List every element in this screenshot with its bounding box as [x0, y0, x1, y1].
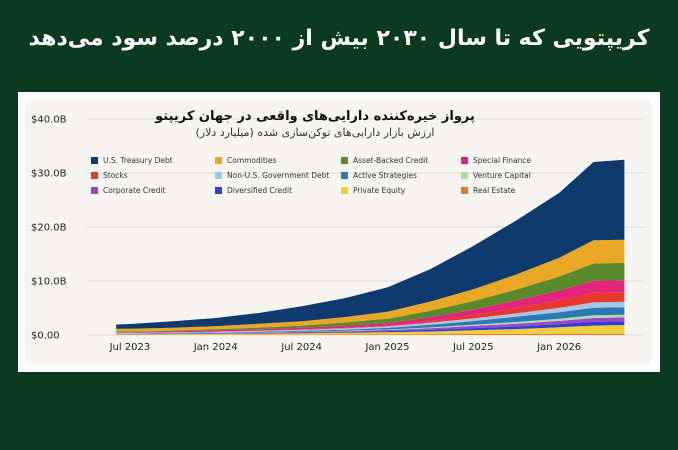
- legend-swatch-venture-capital: [461, 172, 468, 179]
- x-tick-label: Jan 2024: [193, 342, 238, 353]
- area-corporate-credit: [116, 317, 625, 334]
- legend-label-stocks: Stocks: [103, 171, 128, 180]
- area-stocks: [116, 292, 625, 333]
- legend-label-real-estate: Real Estate: [473, 186, 516, 195]
- headline: کریپتویی که تا سال ۲۰۳۰ بیش از ۲۰۰۰ درصد…: [28, 26, 650, 51]
- legend-swatch-corporate-credit: [91, 187, 98, 194]
- y-tick-label: $0.00: [31, 331, 60, 342]
- legend-label-non-u-s-government-debt: Non-U.S. Government Debt: [227, 171, 329, 180]
- legend-label-corporate-credit: Corporate Credit: [103, 186, 165, 195]
- y-tick-label: $10.0B: [31, 277, 67, 288]
- legend-swatch-diversified-credit: [215, 187, 222, 194]
- legend-label-u-s-treasury-debt: U.S. Treasury Debt: [103, 156, 173, 165]
- chart-card: $0.00 $10.0B $20.0B $30.0B $40.0B Jul 2023 Jan…: [25, 99, 653, 365]
- chart-subtitle: ارزش بازار دارایی‌های توکن‌سازی شده (میل…: [196, 126, 435, 139]
- y-tick-label: $30.0B: [31, 169, 67, 180]
- legend-swatch-non-u-s-government-debt: [215, 172, 222, 179]
- area-private-equity: [116, 325, 625, 335]
- area-diversified-credit: [116, 321, 625, 335]
- legend-swatch-stocks: [91, 172, 98, 179]
- legend-swatch-active-strategies: [341, 172, 348, 179]
- legend-label-diversified-credit: Diversified Credit: [227, 186, 292, 195]
- legend-label-venture-capital: Venture Capital: [473, 171, 531, 180]
- x-tick-label: Jul 2024: [280, 342, 322, 353]
- x-tick-label: Jan 2025: [364, 342, 409, 353]
- legend-swatch-real-estate: [461, 187, 468, 194]
- legend-label-active-strategies: Active Strategies: [353, 171, 417, 180]
- area-special-finance: [116, 280, 625, 333]
- legend-label-private-equity: Private Equity: [353, 186, 406, 195]
- y-tick-label: $20.0B: [31, 223, 67, 234]
- legend-swatch-private-equity: [341, 187, 348, 194]
- x-tick-label: Jul 2023: [109, 342, 151, 353]
- legend-swatch-asset-backed-credit: [341, 157, 348, 164]
- area-active-strategies: [116, 307, 625, 334]
- area-commodities: [116, 239, 625, 332]
- legend-label-commodities: Commodities: [227, 156, 277, 165]
- y-tick-label: $40.0B: [31, 115, 67, 126]
- legend-swatch-special-finance: [461, 157, 468, 164]
- area-u-s-treasury-debt: [116, 159, 625, 329]
- area-real-estate: [116, 333, 625, 335]
- legend-label-special-finance: Special Finance: [473, 156, 531, 165]
- chart-title: پرواز خیره‌کننده دارایی‌های واقعی در جها…: [154, 109, 475, 124]
- stacked-area-chart: $0.00 $10.0B $20.0B $30.0B $40.0B Jul 2023 Jan…: [31, 109, 645, 353]
- x-tick-label: Jul 2025: [452, 342, 494, 353]
- legend-label-asset-backed-credit: Asset-Backed Credit: [353, 156, 428, 165]
- x-tick-label: Jan 2026: [536, 342, 581, 353]
- legend-swatch-u-s-treasury-debt: [91, 157, 98, 164]
- area-asset-backed-credit: [116, 262, 625, 333]
- chart-panel: $0.00 $10.0B $20.0B $30.0B $40.0B Jul 2023 Jan…: [18, 92, 660, 372]
- legend-swatch-commodities: [215, 157, 222, 164]
